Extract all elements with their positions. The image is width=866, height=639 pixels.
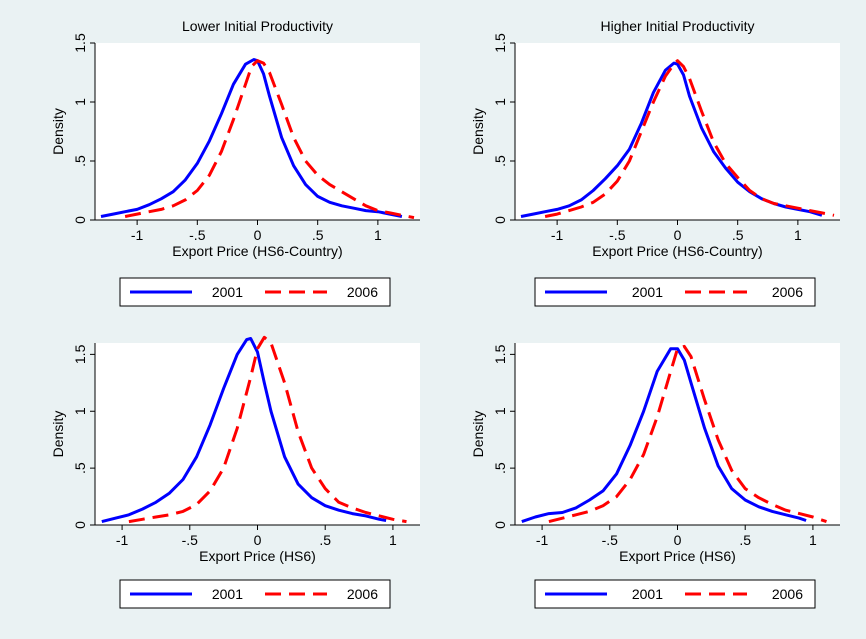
x-tick-label: -1 [131, 227, 144, 243]
y-axis-label: Density [470, 411, 486, 458]
y-tick-label: 0 [492, 216, 508, 224]
y-tick-label: 1 [72, 98, 88, 106]
series-line-2001 [521, 347, 807, 524]
y-tick-label: 1 [492, 98, 508, 106]
x-tick-label: 1 [809, 532, 817, 548]
y-tick-label: 0 [492, 521, 508, 529]
x-axis-label: Export Price (HS6-Country) [592, 243, 762, 259]
legend: 2001 2006 [119, 579, 391, 609]
y-tick-label: 0 [72, 521, 88, 529]
series-line-2006 [128, 335, 407, 524]
legend-label-2001: 2001 [632, 586, 663, 602]
x-tick-label: -.5 [609, 227, 626, 243]
y-axis-label: Density [470, 108, 486, 155]
panel-title: Lower Initial Productivity [182, 18, 333, 34]
panel-2: Higher Initial Productivity -1 -.5 0 .5 1 Expo… [470, 18, 840, 307]
x-tick-label: .5 [732, 227, 744, 243]
panel-1: Lower Initial Productivity -1 -.5 0 .5 1 Expor… [50, 18, 420, 307]
y-tick-label: .5 [492, 462, 508, 474]
x-tick-label: 0 [254, 532, 262, 548]
legend: 2001 2006 [119, 277, 391, 307]
plot-area [515, 43, 840, 220]
y-axis-label: Density [50, 108, 66, 155]
plot-area [95, 343, 420, 525]
legend-label-2006: 2006 [772, 586, 803, 602]
x-tick-label: 1 [374, 227, 382, 243]
x-tick-label: 0 [674, 532, 682, 548]
y-tick-label: .5 [492, 155, 508, 167]
y-tick-label: 1.5 [492, 344, 508, 364]
x-tick-label: -1 [551, 227, 564, 243]
legend-label-2006: 2006 [347, 284, 378, 300]
series-line-2006 [548, 344, 827, 524]
legend-label-2001: 2001 [212, 284, 243, 300]
x-tick-label: .5 [739, 532, 751, 548]
plot-area [515, 343, 840, 525]
x-axis-label: Export Price (HS6-Country) [172, 243, 342, 259]
series-line-2006 [124, 59, 415, 220]
x-tick-label: -1 [536, 532, 549, 548]
y-tick-label: 0 [72, 216, 88, 224]
legend: 2001 2006 [534, 277, 816, 307]
y-tick-label: 1.5 [72, 33, 88, 53]
y-tick-label: .5 [72, 155, 88, 167]
x-tick-label: .5 [319, 532, 331, 548]
panel-title: Higher Initial Productivity [600, 18, 754, 34]
x-tick-label: .5 [312, 227, 324, 243]
x-tick-label: -1 [116, 532, 129, 548]
x-tick-label: 0 [254, 227, 262, 243]
legend-label-2006: 2006 [772, 284, 803, 300]
x-tick-label: -.5 [602, 532, 619, 548]
series-line-2001 [100, 58, 403, 218]
y-tick-label: 1 [492, 407, 508, 415]
y-tick-label: .5 [72, 462, 88, 474]
x-tick-label: 0 [674, 227, 682, 243]
plot-area [95, 43, 420, 220]
x-tick-label: 1 [389, 532, 397, 548]
x-axis-label: Export Price (HS6) [619, 548, 736, 564]
x-tick-label: -.5 [182, 532, 199, 548]
y-tick-label: 1.5 [72, 344, 88, 364]
x-tick-label: -.5 [189, 227, 206, 243]
legend-label-2001: 2001 [212, 586, 243, 602]
legend: 2001 2006 [534, 579, 816, 609]
x-axis-label: Export Price (HS6) [199, 548, 316, 564]
x-tick-label: 1 [794, 227, 802, 243]
series-line-2006 [544, 59, 835, 218]
y-axis-label: Density [50, 411, 66, 458]
legend-label-2006: 2006 [347, 586, 378, 602]
series-line-2001 [101, 337, 387, 524]
y-tick-label: 1 [72, 407, 88, 415]
y-tick-label: 1.5 [492, 33, 508, 53]
legend-label-2001: 2001 [632, 284, 663, 300]
